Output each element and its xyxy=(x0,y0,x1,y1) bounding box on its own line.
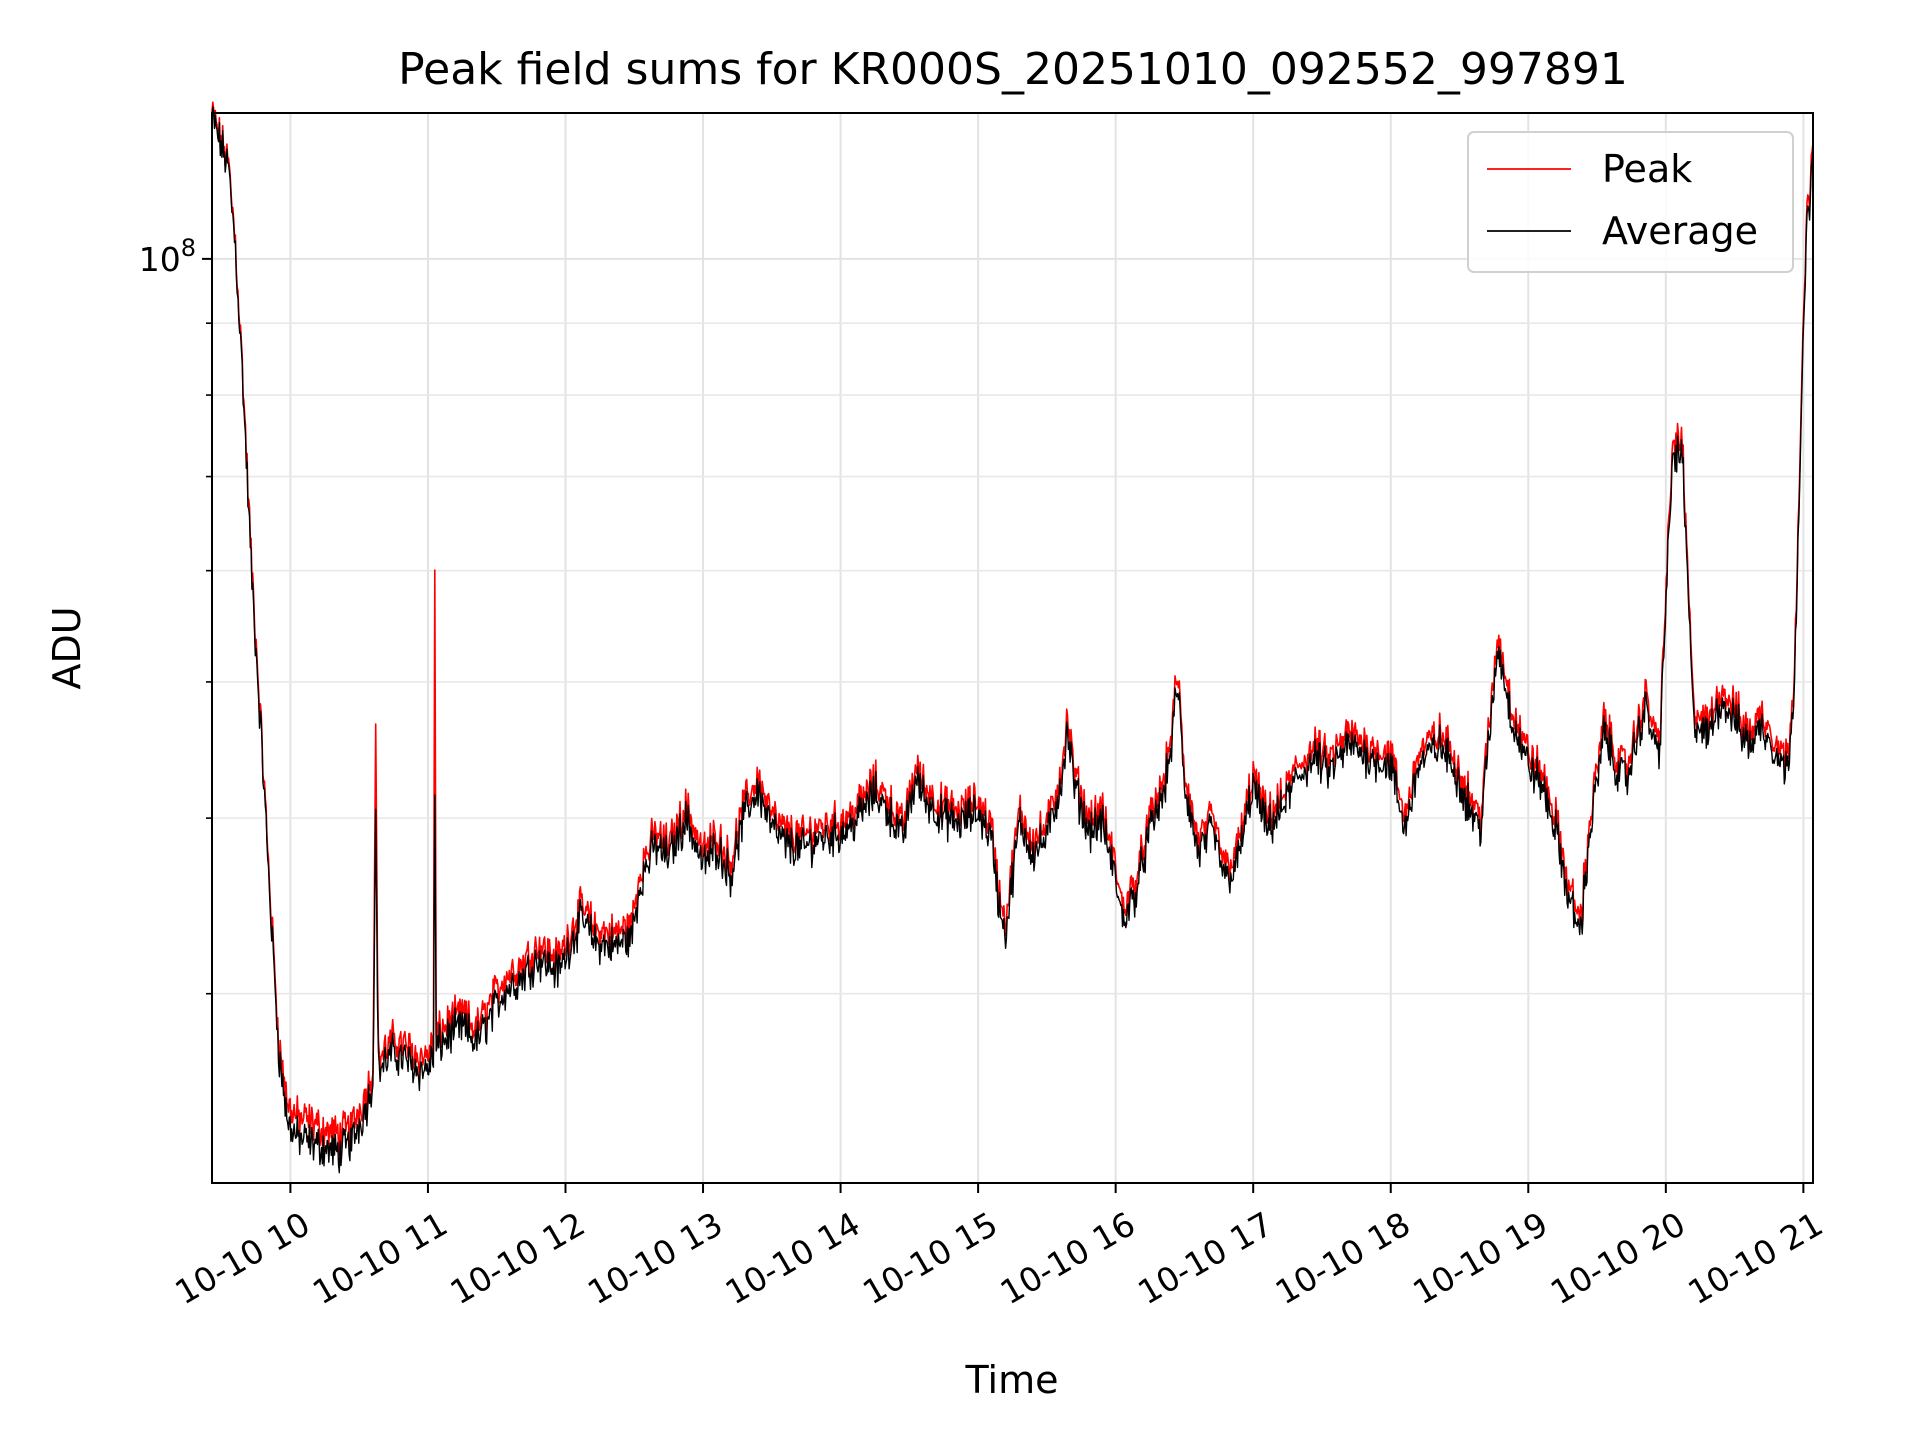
legend-label-average: Average xyxy=(1602,209,1758,253)
legend: Peak Average xyxy=(1467,131,1794,273)
y-tick-label: 108 xyxy=(139,234,196,279)
legend-box xyxy=(1467,131,1794,273)
x-tick-label: 10-10 12 xyxy=(443,1204,591,1312)
x-tick-label: 10-10 20 xyxy=(1544,1204,1692,1312)
x-tick-label: 10-10 14 xyxy=(719,1204,867,1312)
chart-title: Peak field sums for KR000S_20251010_0925… xyxy=(398,44,1628,95)
x-tick-label: 10-10 19 xyxy=(1406,1204,1554,1312)
legend-label-peak: Peak xyxy=(1602,147,1692,191)
x-tick-label: 10-10 18 xyxy=(1269,1204,1417,1312)
x-tick-label: 10-10 13 xyxy=(581,1204,729,1312)
x-tick-label: 10-10 11 xyxy=(306,1204,454,1312)
x-axis-label: Time xyxy=(965,1358,1059,1402)
y-axis-label: ADU xyxy=(45,606,89,689)
x-tick-label: 10-10 15 xyxy=(856,1204,1004,1312)
plot-area-frame xyxy=(211,112,1814,1184)
plot-series xyxy=(211,101,1814,1174)
x-tick-label: 10-10 16 xyxy=(994,1204,1142,1312)
x-tick-label: 10-10 21 xyxy=(1681,1204,1829,1312)
series-line-average xyxy=(211,106,1814,1174)
x-tick-label: 10-10 17 xyxy=(1131,1204,1279,1312)
x-tick-label: 10-10 10 xyxy=(168,1204,316,1312)
